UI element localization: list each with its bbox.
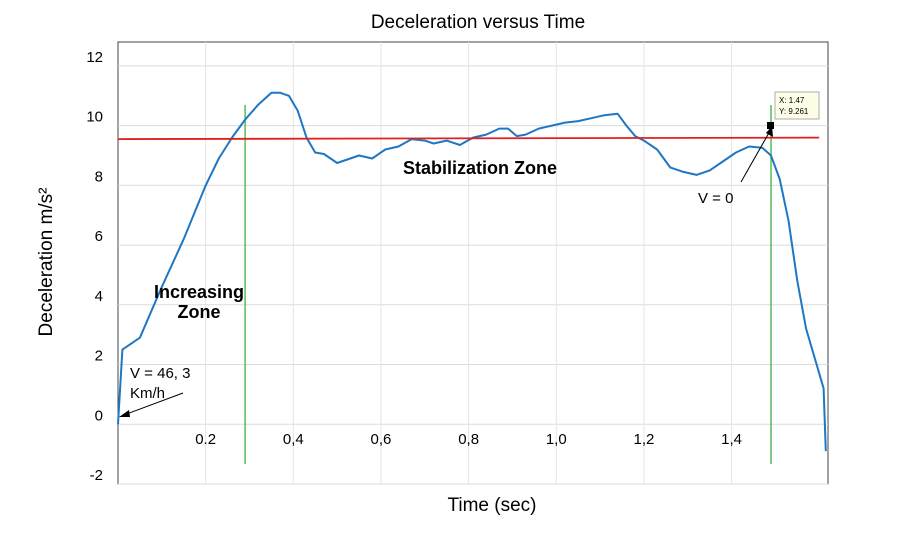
start-velocity-label-line1: V = 46, 3 xyxy=(130,365,190,382)
vertical-markers xyxy=(244,105,772,464)
x-tick-label: 0.2 xyxy=(195,431,216,448)
x-tick-label: 1,0 xyxy=(546,431,567,448)
datatip-marker xyxy=(767,122,774,129)
y-tick-label: 6 xyxy=(95,228,103,245)
y-tick-labels: -2 0 2 4 6 8 10 12 xyxy=(86,49,103,484)
datatip-x: X: 1.47 xyxy=(779,96,805,105)
x-axis-label: Time (sec) xyxy=(447,495,536,516)
y-tick-label: 10 xyxy=(86,109,103,126)
stabilization-zone-label: Stabilization Zone xyxy=(403,158,557,178)
x-tick-label: 1,4 xyxy=(721,431,742,448)
x-tick-labels: 0.2 0,4 0,6 0,8 1,0 1,2 1,4 xyxy=(195,431,742,448)
increasing-zone-label-line2: Zone xyxy=(178,302,221,322)
x-tick-label: 1,2 xyxy=(633,431,654,448)
x-tick-label: 0,4 xyxy=(283,431,304,448)
y-tick-label: -2 xyxy=(90,467,103,484)
end-velocity-arrow xyxy=(740,130,771,183)
datatip-box xyxy=(774,91,820,120)
series-group xyxy=(117,91,827,452)
x-tick-label: 0,6 xyxy=(371,431,392,448)
grid-lines xyxy=(118,42,828,485)
x-tick-label: 0,8 xyxy=(458,431,479,448)
y-tick-label: 8 xyxy=(95,168,103,185)
start-velocity-arrowhead xyxy=(119,410,130,417)
chart-title: Deceleration versus Time xyxy=(371,12,585,33)
deceleration-series-line xyxy=(117,91,827,452)
y-tick-label: 12 xyxy=(86,49,103,66)
start-velocity-label-line2: Km/h xyxy=(130,385,165,402)
datatip-y: Y: 9.261 xyxy=(779,107,809,116)
end-velocity-label: V = 0 xyxy=(698,190,733,207)
increasing-zone-label-line1: Increasing xyxy=(154,282,244,302)
start-velocity-arrow xyxy=(123,392,184,416)
y-axis-label: Deceleration m/s² xyxy=(36,188,57,337)
plot-area xyxy=(117,41,829,485)
stabilization-level-line xyxy=(117,136,820,141)
y-tick-label: 4 xyxy=(95,288,103,305)
y-tick-label: 0 xyxy=(95,407,103,424)
y-tick-label: 2 xyxy=(95,348,103,365)
